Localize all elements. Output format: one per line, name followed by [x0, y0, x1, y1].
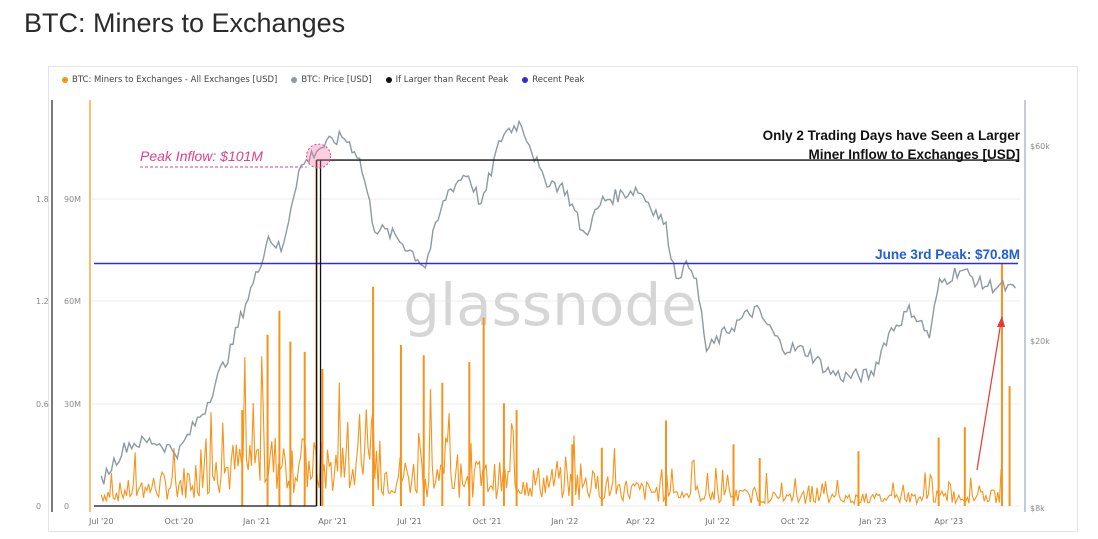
- legend-label-larger: If Larger than Recent Peak: [395, 75, 509, 85]
- peak-inflow-annotation: Peak Inflow: $101M: [140, 148, 263, 164]
- y-outer-tick-label: 0.6: [36, 400, 49, 409]
- inflow-series: [100, 160, 1011, 506]
- legend-label-price: BTC: Price [USD]: [301, 75, 372, 85]
- legend-dot-price: [291, 77, 298, 83]
- watermark-text: glassnode: [403, 271, 697, 339]
- x-tick-label: Oct '20: [165, 517, 194, 526]
- arrow-head: [997, 316, 1005, 327]
- x-tick-label: Jan '23: [858, 517, 886, 526]
- y-inflow-tick-label: 60M: [64, 297, 81, 306]
- legend-item-recent-peak[interactable]: Recent Peak: [522, 75, 584, 85]
- x-tick-label: Jul '21: [396, 517, 422, 526]
- price-series: [100, 119, 1017, 485]
- y-outer-tick-label: 1.8: [36, 195, 49, 204]
- x-tick-label: Oct '21: [473, 517, 502, 526]
- price-line: [100, 119, 1017, 485]
- x-tick-label: Oct '22: [781, 517, 810, 526]
- x-tick-label: Apr '23: [934, 517, 963, 526]
- legend-dot-larger: [385, 77, 392, 83]
- legend-dot-recent-peak: [522, 77, 529, 83]
- x-axis-ticks: Jul '20 Oct '20 Jan '21 Apr '21 Jul '21 Oct '…: [88, 517, 963, 526]
- legend-item-price[interactable]: BTC: Price [USD]: [291, 75, 372, 85]
- arrow-line: [976, 321, 1002, 471]
- x-tick-label: Jan '21: [242, 517, 270, 526]
- trading-days-annotation-line2: Miner Inflow to Exchanges [USD]: [808, 147, 1020, 162]
- x-tick-label: Jul '20: [88, 517, 114, 526]
- legend-item-larger[interactable]: If Larger than Recent Peak: [385, 75, 509, 85]
- y-price-tick-label: $20k: [1030, 337, 1050, 346]
- inflow-line: [100, 356, 1002, 506]
- overlay-annotations: [94, 143, 1018, 507]
- page-title: BTC: Miners to Exchanges: [24, 8, 346, 38]
- june-peak-annotation: June 3rd Peak: $70.8M: [875, 247, 1020, 262]
- y-inflow-tick-label: 90M: [64, 195, 81, 204]
- y-price-tick-label: $60k: [1030, 142, 1050, 151]
- legend-label-inflow: BTC: Miners to Exchanges - All Exchanges…: [72, 75, 278, 85]
- y-inflow-tick-label: 0: [64, 502, 69, 511]
- y-outer-tick-label: 0: [36, 502, 41, 511]
- x-tick-label: Apr '22: [626, 517, 655, 526]
- y-price-tick-label: $8k: [1030, 504, 1045, 513]
- legend-dot-inflow: [62, 77, 68, 83]
- peak-inflow-highlight: [306, 143, 332, 169]
- x-tick-label: Jan '22: [550, 517, 578, 526]
- x-tick-label: Apr '21: [318, 517, 347, 526]
- trading-days-annotation-line1: Only 2 Trading Days have Seen a Larger: [763, 128, 1021, 143]
- y-outer-tick-label: 1.2: [36, 297, 49, 306]
- y-axis-ticks: 0 0.6 1.2 1.8 0 30M 60M 90M $8k $20k $60k: [36, 142, 1050, 513]
- y-inflow-tick-label: 30M: [64, 400, 81, 409]
- chart-legend: BTC: Miners to Exchanges - All Exchanges…: [62, 75, 584, 85]
- legend-label-recent-peak: Recent Peak: [532, 75, 585, 85]
- x-tick-label: Jul '22: [704, 517, 730, 526]
- legend-item-inflow[interactable]: BTC: Miners to Exchanges - All Exchanges…: [62, 75, 277, 85]
- chart-frame: [48, 66, 1078, 532]
